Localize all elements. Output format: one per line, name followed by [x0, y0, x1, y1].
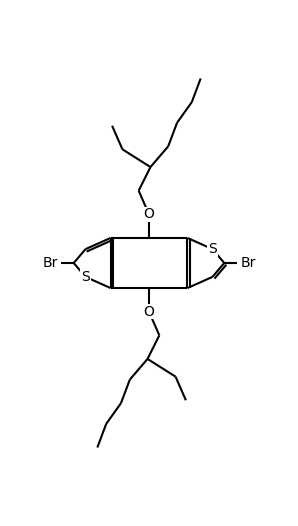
Text: O: O: [144, 207, 154, 221]
Text: Br: Br: [240, 256, 256, 270]
Text: O: O: [144, 305, 154, 319]
Text: S: S: [208, 242, 217, 256]
Text: Br: Br: [42, 256, 58, 270]
Text: S: S: [81, 270, 90, 284]
